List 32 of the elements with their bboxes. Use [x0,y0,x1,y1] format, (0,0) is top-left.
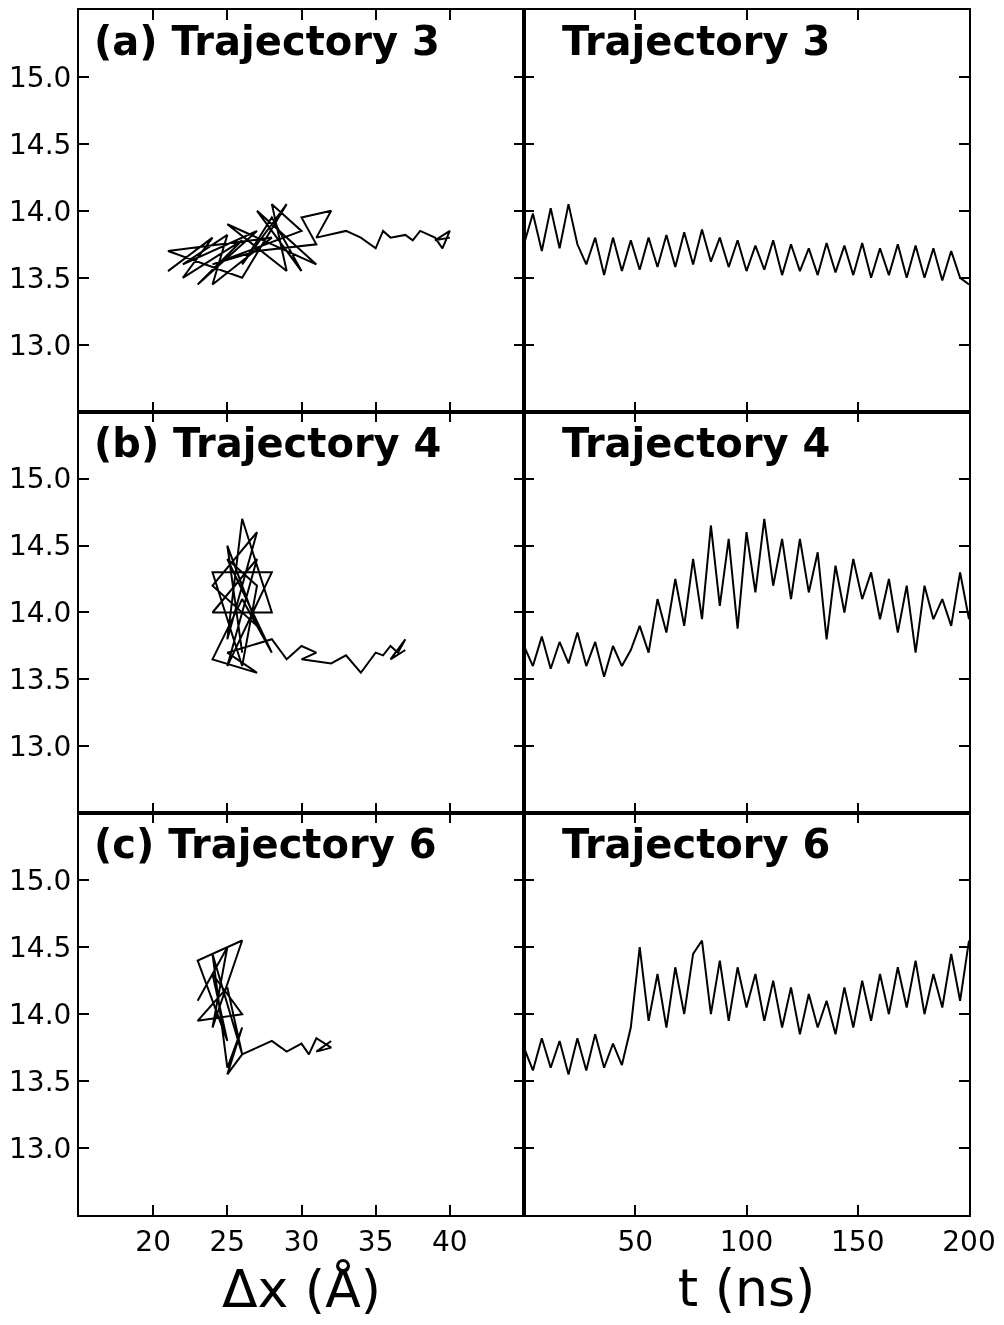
y-tick-label: 15.0 [9,864,72,898]
x-axis-title: t (ns) [677,1257,816,1318]
x-tick-label: 40 [432,1224,468,1258]
x-axis-title: Δx (Å) [221,1257,382,1319]
x-tick-label: 50 [617,1224,654,1258]
chart-title: (a) Trajectory 3 [94,18,440,64]
y-tick-label: 13.5 [9,663,72,697]
y-tick-label: 13.5 [9,1064,72,1098]
x-tick-label: 35 [357,1224,394,1258]
x-tick-label: 100 [719,1224,774,1258]
x-tick-label: 20 [135,1224,171,1258]
x-tick-label: 150 [831,1224,885,1258]
x-tick-label: 200 [942,1224,996,1258]
y-tick-label: 14.0 [9,997,72,1031]
y-tick-label: 15.0 [9,462,72,496]
y-tick-label: 14.0 [9,596,72,630]
y-tick-label: 14.5 [9,127,72,161]
chart-title: Trajectory 4 [562,420,831,466]
y-tick-label: 15.0 [9,60,72,94]
y-tick-label: 13.5 [9,261,72,295]
chart-title: Trajectory 6 [562,821,831,867]
y-tick-label: 14.0 [9,194,72,228]
chart-title: (b) Trajectory 4 [94,420,442,466]
chart-title: (c) Trajectory 6 [94,821,437,867]
y-tick-label: 14.5 [9,931,72,965]
y-tick-label: 13.0 [9,328,72,362]
y-tick-label: 14.5 [9,529,72,563]
y-tick-label: 13.0 [9,730,72,764]
x-tick-label: 30 [283,1224,320,1258]
x-tick-label: 25 [209,1224,246,1258]
y-tick-label: 13.0 [9,1131,72,1165]
chart-title: Trajectory 3 [562,18,831,64]
